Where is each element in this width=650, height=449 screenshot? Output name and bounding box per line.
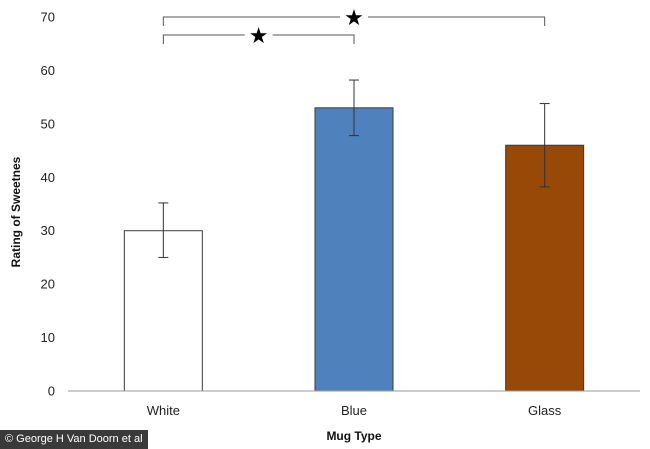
y-tick-label: 60 <box>41 63 55 78</box>
significance-bracket: ★ <box>162 6 546 31</box>
bar-blue <box>314 107 394 392</box>
x-axis-title: Mug Type <box>326 429 381 443</box>
x-axis-categories: White Blue Glass <box>147 403 562 418</box>
bars <box>123 107 585 392</box>
error-bar-glass <box>539 103 550 188</box>
image-credit: © George H Van Doorn et al <box>0 430 148 449</box>
x-tick-label: Glass <box>528 403 562 418</box>
y-axis-ticks: 0 10 20 30 40 50 60 70 <box>41 10 55 399</box>
x-tick-label: Blue <box>341 403 367 418</box>
error-bar-white <box>158 202 169 258</box>
error-bar-blue <box>349 79 359 137</box>
significance-star-icon: ★ <box>249 24 269 49</box>
significance-brackets: ★★ <box>162 6 546 49</box>
x-tick-label: White <box>147 403 180 418</box>
error-bars <box>158 79 550 258</box>
y-tick-label: 70 <box>41 10 55 25</box>
y-tick-label: 40 <box>41 170 55 185</box>
y-tick-label: 50 <box>41 116 55 131</box>
y-tick-label: 0 <box>48 384 55 399</box>
y-tick-label: 10 <box>41 330 55 345</box>
y-axis-title: Rating of Sweetnes <box>9 156 23 267</box>
y-tick-label: 20 <box>41 277 55 292</box>
significance-star-icon: ★ <box>344 6 364 31</box>
y-tick-label: 30 <box>41 223 55 238</box>
significance-bracket: ★ <box>162 24 355 49</box>
